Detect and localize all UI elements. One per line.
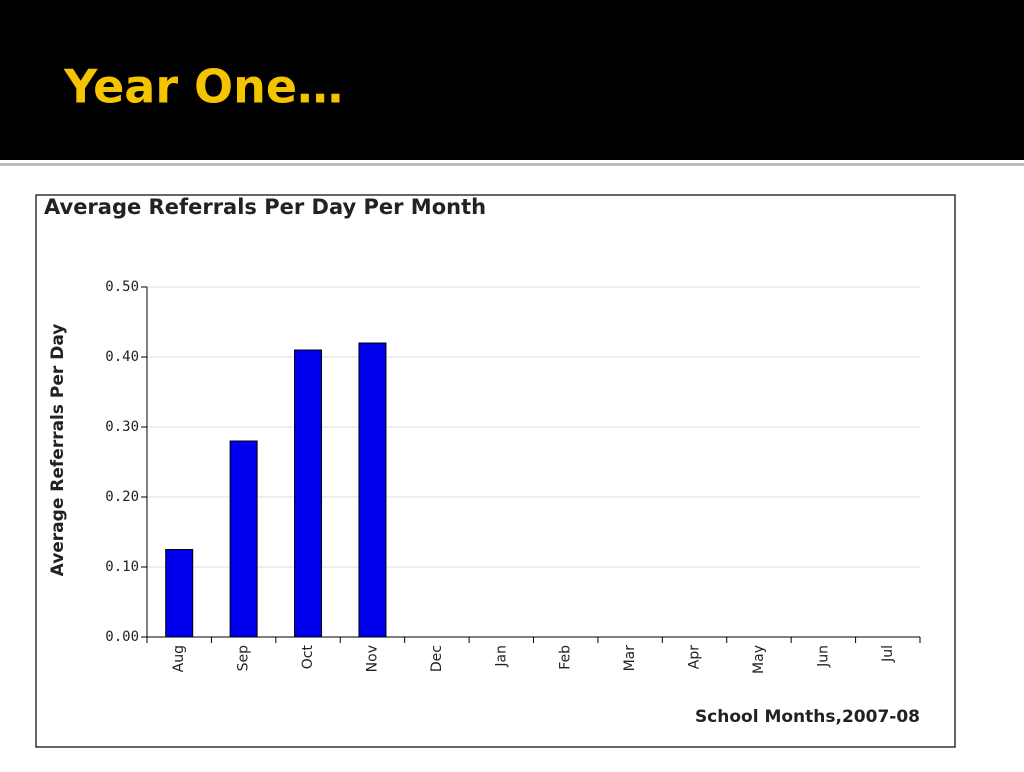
x-tick-label: Jan [493, 645, 509, 668]
x-axis-title: School Months,2007-08 [695, 707, 920, 727]
x-tick-label: Feb [558, 645, 574, 670]
x-tick-label: Sep [236, 645, 252, 672]
bar [294, 349, 323, 638]
slide-title: Year One… [63, 60, 343, 114]
chart-title: Average Referrals Per Day Per Month [44, 195, 486, 219]
y-tick-label: 0.00 [105, 629, 139, 645]
x-tick-label: Oct [300, 645, 316, 670]
y-tick-label: 0.20 [105, 489, 139, 505]
header-rule [0, 163, 1024, 166]
header-band [0, 0, 1024, 160]
bar [165, 549, 194, 638]
x-tick-label: Mar [622, 645, 638, 672]
x-tick-label: Apr [687, 645, 703, 669]
y-axis-title: Average Referrals Per Day [48, 324, 68, 577]
x-tick-label: Nov [364, 645, 380, 672]
y-tick-label: 0.40 [105, 349, 139, 365]
y-tick-label: 0.50 [105, 279, 139, 295]
bar [358, 342, 387, 638]
x-tick-label: Jul [880, 645, 896, 663]
x-tick-label: Aug [171, 645, 187, 672]
x-tick-label: Dec [429, 645, 445, 672]
x-tick-label: Jun [815, 645, 831, 668]
y-tick-label: 0.10 [105, 559, 139, 575]
x-tick-label: May [751, 645, 767, 674]
y-tick-label: 0.30 [105, 419, 139, 435]
bar [229, 440, 258, 638]
